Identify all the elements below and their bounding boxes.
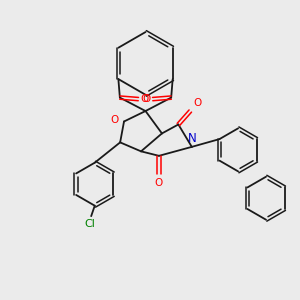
- Text: O: O: [140, 94, 149, 104]
- Text: Cl: Cl: [84, 218, 95, 229]
- Text: O: O: [155, 178, 163, 188]
- Text: O: O: [111, 115, 119, 125]
- Text: O: O: [142, 94, 151, 104]
- Text: N: N: [188, 132, 196, 146]
- Text: O: O: [193, 98, 202, 108]
